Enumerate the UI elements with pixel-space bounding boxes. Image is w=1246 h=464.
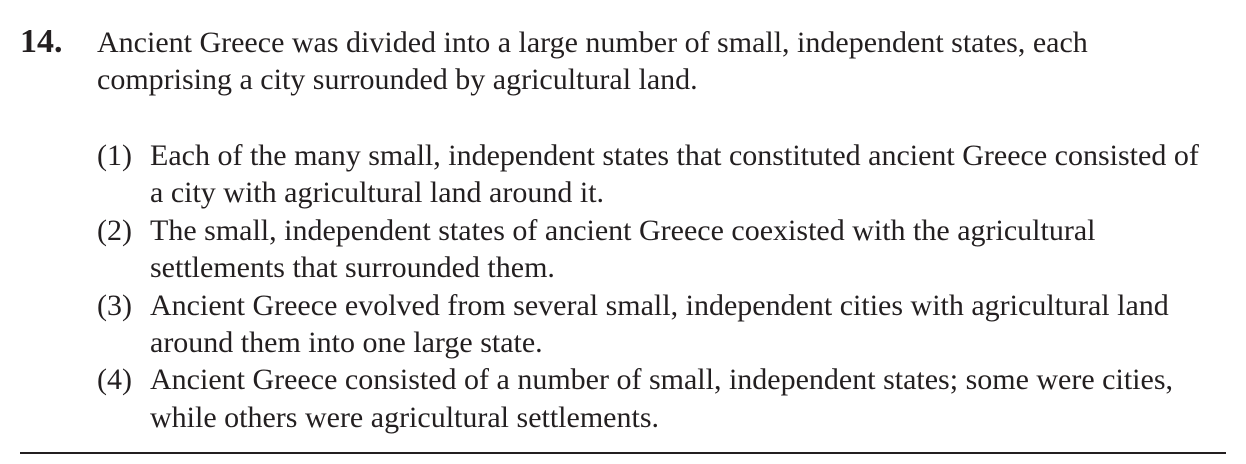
option-text: Each of the many small, independent stat… [150,139,1199,210]
option-number: (1) [97,139,132,172]
option-3[interactable]: (3) Ancient Greece evolved from several … [97,287,1217,362]
option-text: Ancient Greece evolved from several smal… [150,288,1169,360]
answer-options: (1) Each of the many small, independent … [97,137,1217,436]
option-1[interactable]: (1) Each of the many small, independent … [97,137,1217,212]
option-number: (3) [97,288,132,322]
bottom-divider [20,452,1226,454]
question-stem: Ancient Greece was divided into a large … [97,26,1088,96]
option-text: Ancient Greece consisted of a number of … [150,363,1173,434]
option-number: (2) [97,213,132,247]
question-number: 14. [20,23,63,60]
option-number: (4) [97,363,132,397]
option-text: The small, independent states of ancient… [150,213,1096,285]
option-2[interactable]: (2) The small, independent states of anc… [97,212,1217,287]
option-4[interactable]: (4) Ancient Greece consisted of a number… [97,361,1217,436]
